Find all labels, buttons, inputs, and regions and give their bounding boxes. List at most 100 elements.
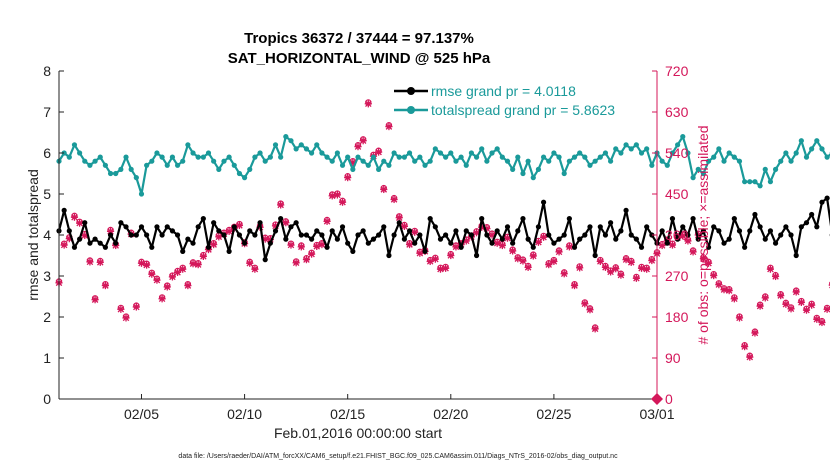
obs-assimilated-point (818, 318, 826, 327)
obs-assimilated-point (436, 265, 445, 273)
rmse-point (314, 228, 320, 234)
totalspread-point (319, 150, 325, 156)
y-left-tick-label: 7 (43, 104, 51, 120)
rmse-point (566, 216, 572, 222)
rmse-point (736, 228, 743, 234)
rmse-point (762, 236, 768, 242)
rmse-point (540, 199, 547, 205)
rmse-point (149, 244, 155, 250)
rmse-point (87, 240, 93, 246)
totalspread-point (118, 166, 124, 172)
rmse-point (659, 228, 665, 234)
totalspread-point (556, 154, 562, 160)
totalspread-point (608, 158, 614, 164)
totalspread-point (726, 150, 732, 156)
totalspread-point (200, 154, 206, 160)
obs-assimilated-point (601, 263, 610, 271)
totalspread-point (484, 158, 490, 164)
x-tick-label: 02/25 (536, 406, 571, 422)
rmse-point (128, 232, 134, 238)
obs-assimilated-point (199, 252, 207, 261)
rmse-point (432, 224, 438, 230)
totalspread-point (577, 150, 583, 156)
rmse-point (200, 216, 206, 222)
rmse-point (700, 228, 706, 234)
totalspread-point (809, 146, 815, 152)
rmse-point (499, 236, 505, 242)
legend-label-spread: totalspread grand pr = 5.8623 (431, 102, 615, 118)
totalspread-point (798, 138, 804, 144)
rmse-point (164, 224, 170, 230)
obs-assimilated-point (375, 148, 383, 156)
rmse-point (221, 232, 227, 238)
obs-assimilated-point (282, 219, 290, 227)
y-left-tick-label: 2 (43, 309, 51, 325)
obs-assimilated-point (297, 243, 305, 251)
totalspread-point (205, 150, 212, 156)
obs-assimilated-point (627, 258, 635, 266)
totalspread-point (540, 154, 547, 160)
rmse-point (190, 240, 196, 246)
totalspread-point (453, 158, 459, 164)
rmse-point (711, 224, 717, 230)
rmse-point (381, 224, 387, 230)
totalspread-point (180, 158, 186, 164)
obs-assimilated-point (596, 257, 604, 266)
obs-assimilated-point (808, 301, 816, 309)
totalspread-point (272, 142, 279, 148)
rmse-point (752, 211, 758, 218)
totalspread-point (463, 162, 469, 168)
obs-assimilated-point (277, 201, 285, 209)
rmse-point (355, 232, 361, 238)
totalspread-point (473, 154, 480, 160)
totalspread-point (92, 158, 98, 164)
rmse-point (479, 216, 485, 222)
rmse-point (582, 232, 588, 238)
rmse-point (77, 236, 83, 242)
rmse-point (61, 207, 67, 213)
totalspread-point (370, 154, 377, 160)
rmse-point (489, 240, 495, 246)
totalspread-point (680, 134, 686, 140)
totalspread-point (675, 142, 681, 148)
rmse-point (726, 236, 732, 242)
totalspread-point (633, 142, 639, 148)
totalspread-point (417, 154, 423, 160)
obs-assimilated-point (122, 314, 130, 322)
rmse-point (226, 248, 232, 254)
obs-assimilated-point (395, 214, 403, 222)
obs-assimilated-point (210, 240, 218, 249)
y-left-tick-label: 3 (43, 268, 51, 284)
rmse-point (71, 244, 78, 250)
totalspread-point (314, 142, 320, 148)
totalspread-point (561, 170, 567, 177)
rmse-point (339, 224, 346, 230)
rmse-point (283, 236, 289, 242)
obs-assimilated-point (405, 240, 414, 249)
totalspread-point (247, 166, 253, 172)
x-tick-label: 02/05 (124, 406, 159, 422)
totalspread-point (747, 179, 753, 185)
totalspread-point (226, 154, 232, 160)
totalspread-point (231, 162, 237, 168)
y-right-tick-label: 90 (665, 350, 681, 366)
rmse-point (216, 228, 222, 234)
obs-assimilated-point (132, 303, 140, 311)
totalspread-point (401, 154, 407, 160)
obs-assimilated-point (704, 259, 713, 267)
obs-assimilated-point (684, 237, 692, 245)
obs-assimilated-point (797, 298, 805, 307)
totalspread-point (128, 166, 134, 172)
legend-marker-rmse (407, 87, 415, 95)
y-left-tick-label: 1 (43, 350, 51, 366)
obs-assimilated-point (498, 241, 506, 250)
rmse-point (510, 240, 516, 246)
rmse-point (515, 228, 521, 234)
rmse-point (731, 216, 737, 222)
totalspread-point (97, 154, 103, 160)
y-right-tick-label: 720 (665, 63, 689, 79)
obs-assimilated-point (637, 264, 646, 272)
totalspread-point (164, 162, 170, 168)
totalspread-point (159, 154, 165, 160)
obs-assimilated-point (612, 265, 620, 273)
